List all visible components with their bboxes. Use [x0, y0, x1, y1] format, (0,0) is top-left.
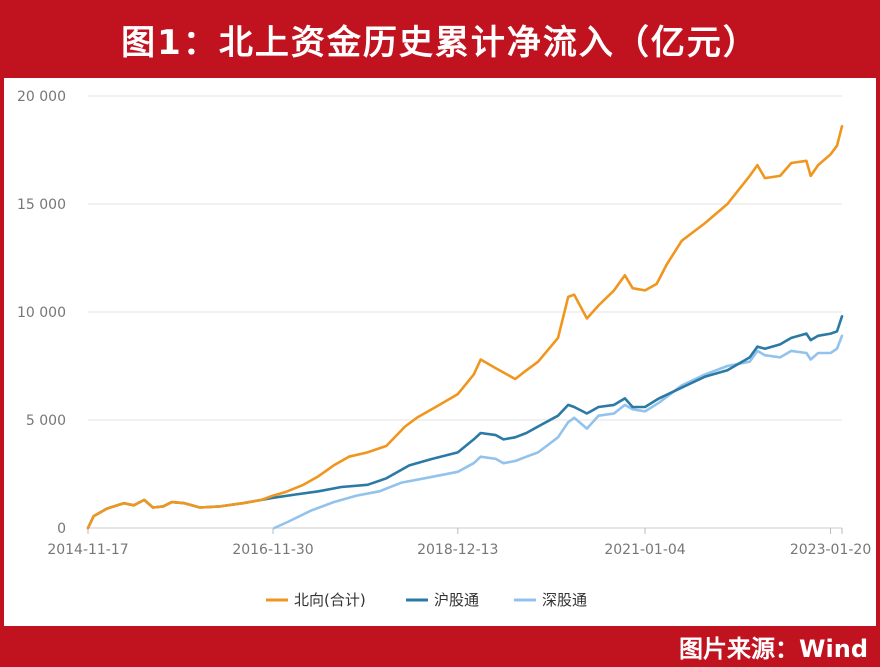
legend-item[interactable]: 沪股通 — [406, 591, 479, 609]
chart-panel: 0 5 000 10 000 15 000 20 000 2014-11-17 2016-1… — [4, 78, 876, 626]
line-chart: 0 5 000 10 000 15 000 20 000 2014-11-17 2016-1… — [17, 89, 871, 609]
x-tick-label: 2018-12-13 — [417, 542, 498, 558]
x-tick-label: 2014-11-17 — [47, 542, 128, 558]
series-line-1 — [86, 124, 844, 530]
x-tick-label: 2021-01-04 — [604, 542, 685, 558]
chart-title: 图1：北上资金历史累计净流入（亿元） — [121, 22, 759, 63]
y-tick-label: 15 000 — [17, 197, 66, 213]
series-line-2 — [86, 315, 844, 530]
x-tick-label: 2023-01-20 — [790, 542, 871, 558]
y-tick-label: 20 000 — [17, 89, 66, 105]
legend-item[interactable]: 深股通 — [514, 591, 587, 609]
legend-item[interactable]: 北向(合计) — [266, 591, 366, 609]
legend-label: 沪股通 — [434, 591, 479, 609]
y-tick-label: 0 — [57, 521, 66, 537]
series-line-3 — [272, 334, 844, 530]
y-tick-label: 5 000 — [26, 413, 66, 429]
source-note: 图片来源：Wind — [679, 634, 868, 663]
y-tick-label: 10 000 — [17, 305, 66, 321]
legend-label: 深股通 — [542, 591, 587, 609]
x-tick-label: 2016-11-30 — [232, 542, 313, 558]
legend-label: 北向(合计) — [294, 591, 366, 609]
